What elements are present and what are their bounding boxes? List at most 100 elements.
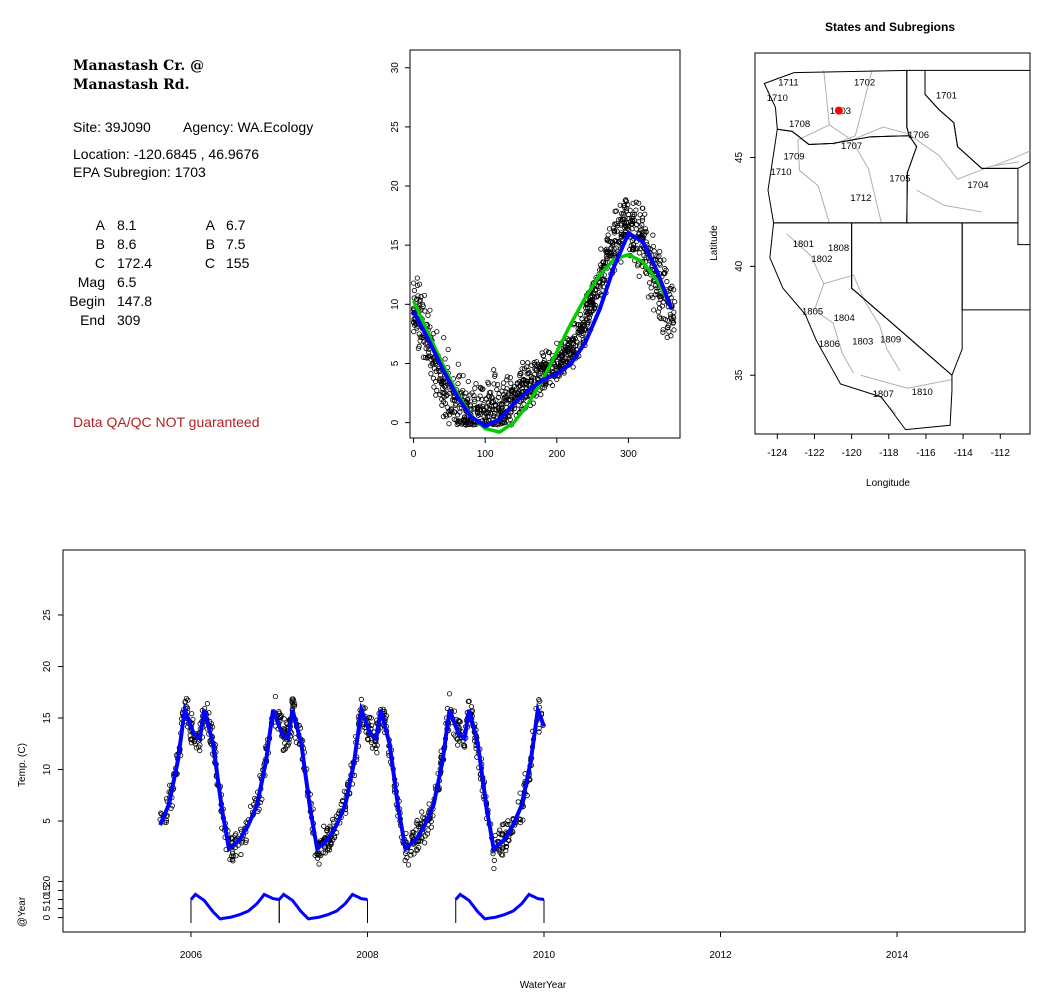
data-point <box>630 211 636 217</box>
data-point <box>520 359 526 366</box>
data-point <box>503 389 509 395</box>
x-tick-label: 2006 <box>180 950 203 961</box>
station-name-line2: Manastash Rd. <box>73 77 190 93</box>
data-point <box>672 299 678 305</box>
data-point <box>661 257 667 263</box>
data-point <box>409 829 415 835</box>
data-point <box>494 386 500 393</box>
data-point <box>358 696 364 702</box>
data-point <box>627 207 633 213</box>
data-point <box>454 421 460 428</box>
data-point <box>604 256 610 262</box>
plot-frame <box>409 49 681 439</box>
data-point <box>537 698 543 704</box>
data-point <box>411 295 417 301</box>
state-outline-nevada <box>851 222 963 377</box>
param-label: C <box>204 255 215 271</box>
region-label: 1805 <box>802 306 823 317</box>
data-point <box>660 329 666 335</box>
yearly-curve <box>278 892 368 921</box>
data-point <box>670 320 676 326</box>
data-point <box>502 394 508 400</box>
data-point <box>456 374 462 380</box>
data-point <box>468 703 475 710</box>
data-point <box>592 287 598 294</box>
param-value: 6.7 <box>226 217 246 233</box>
fit-line <box>158 701 546 853</box>
data-point <box>426 801 432 807</box>
data-point <box>474 409 480 416</box>
data-point <box>650 243 656 250</box>
data-point <box>611 227 617 234</box>
data-point <box>581 326 587 332</box>
data-point <box>290 701 296 707</box>
data-point <box>197 747 203 754</box>
y-tick-label: 35 <box>734 369 745 381</box>
data-point <box>499 832 506 838</box>
param-value: 7.5 <box>226 236 246 252</box>
y-tick-label: 5 <box>390 360 401 366</box>
data-point <box>622 197 628 204</box>
x-tick-label: 2014 <box>886 950 909 961</box>
data-point <box>404 855 410 861</box>
region-label: 1710 <box>767 93 788 104</box>
data-point <box>538 392 544 398</box>
param-value: 8.6 <box>117 236 137 252</box>
data-point <box>423 340 429 347</box>
data-point <box>534 367 540 373</box>
param-label: B <box>205 236 215 252</box>
fit-line <box>158 701 546 853</box>
x-tick-label: 0 <box>411 449 417 460</box>
region-label: 1702 <box>854 78 875 89</box>
data-point <box>191 739 198 745</box>
data-point <box>462 393 468 400</box>
region-label: 1708 <box>789 119 810 130</box>
data-point <box>530 400 536 406</box>
data-point <box>455 736 461 742</box>
data-point <box>670 313 676 319</box>
data-point <box>416 343 422 349</box>
data-point <box>455 381 461 387</box>
data-point <box>503 844 509 850</box>
data-point <box>483 396 490 402</box>
data-point <box>414 296 420 303</box>
data-point <box>612 251 618 257</box>
y-tick-label: 15 <box>390 239 401 251</box>
data-point <box>446 691 453 697</box>
yearly-y-tick-label: 15 <box>42 884 53 896</box>
blue-fit-line <box>411 230 674 429</box>
region-label: 1807 <box>873 389 894 400</box>
subregion-boundary <box>786 233 854 374</box>
data-point <box>452 409 458 415</box>
axes: 0 100 200 300 0 5 10 15 20 25 30 <box>390 62 637 460</box>
data-point <box>639 215 645 221</box>
data-point <box>289 698 295 704</box>
data-point <box>517 370 523 377</box>
data-point <box>424 831 431 837</box>
data-point <box>604 246 610 252</box>
param-value: 155 <box>226 255 250 271</box>
data-point <box>581 323 587 329</box>
data-point <box>621 216 627 222</box>
y-axis-label: Latitude <box>709 225 720 261</box>
data-point <box>657 262 663 268</box>
data-point <box>524 364 530 370</box>
x-tick-label: 200 <box>548 449 565 460</box>
data-point <box>247 803 254 809</box>
data-point <box>414 275 420 281</box>
data-point <box>499 402 505 408</box>
data-points <box>410 197 678 428</box>
data-point <box>480 406 486 412</box>
data-point <box>517 790 523 796</box>
param-value: 309 <box>117 312 141 328</box>
data-point <box>591 306 598 312</box>
data-point <box>660 327 666 333</box>
yearly-axis-label: @Year <box>17 896 28 927</box>
agency: Agency: WA.Ecology <box>183 119 314 135</box>
x-tick-label: 100 <box>477 449 494 460</box>
data-point <box>449 397 456 403</box>
x-tick-label: 2010 <box>533 950 556 961</box>
data-point <box>475 412 481 418</box>
y-tick-label: 40 <box>734 260 745 272</box>
